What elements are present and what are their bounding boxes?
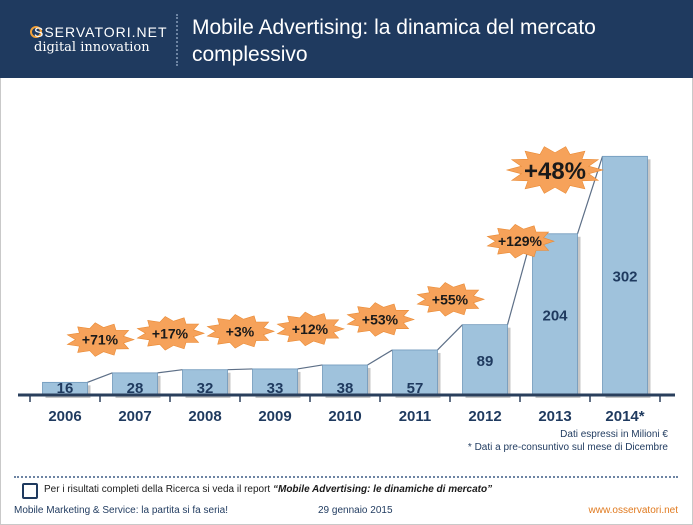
growth-label: +17% — [152, 325, 189, 341]
logo-top-text: SSERVATORI.NET — [34, 24, 168, 40]
growth-burst — [346, 302, 415, 337]
growth-burst — [206, 314, 275, 349]
header-divider — [176, 14, 178, 66]
growth-burst — [486, 224, 555, 259]
slide-title: Mobile Advertising: la dinamica del merc… — [192, 16, 596, 66]
connector-line — [157, 369, 183, 374]
unit-note: Dati espressi in Milioni € — [560, 429, 668, 440]
footer: Mobile Marketing & Service: la partita s… — [0, 502, 693, 522]
bar-value-label: 89 — [477, 353, 494, 370]
connector-line — [297, 364, 323, 370]
website-link[interactable]: www.osservatori.net — [588, 505, 678, 516]
bar-value-label: 33 — [267, 380, 284, 397]
x-tick-label: 2014* — [605, 408, 644, 425]
bar-value-label: 28 — [127, 380, 144, 397]
bar-2010 — [322, 364, 368, 396]
bar-value-label: 57 — [407, 380, 424, 397]
growth-label: +3% — [226, 323, 255, 339]
growth-label: +53% — [362, 311, 399, 327]
bar-2009 — [252, 368, 298, 396]
bar-2011 — [392, 349, 438, 396]
magnifier-icon — [22, 483, 38, 499]
connector-line — [437, 324, 463, 351]
x-tick-label: 2012 — [468, 408, 501, 425]
growth-burst — [66, 322, 135, 357]
footer-divider — [14, 476, 678, 478]
growth-label: +55% — [432, 291, 469, 307]
bar-2014* — [602, 155, 648, 396]
chart-notes: Dati espressi in Milioni € * Dati a pre-… — [400, 428, 668, 454]
bar-value-label: 38 — [337, 380, 354, 397]
report-link[interactable]: “Mobile Advertising: le dinamiche di mer… — [272, 484, 493, 495]
header-bar: SSERVATORI.NET digital innovation Mobile… — [0, 0, 693, 78]
event-date: 29 gennaio 2015 — [318, 505, 393, 516]
growth-label: +71% — [82, 332, 119, 348]
connector-line — [87, 372, 113, 383]
connector-line — [227, 368, 253, 371]
growth-burst — [276, 311, 345, 347]
logo-bottom-text: digital innovation — [34, 40, 150, 55]
bar-value-label: 32 — [197, 380, 214, 397]
bar-chart: 16 28 32 33 38 57 89 204 302 2006 2007 2008 2009 2010… — [18, 146, 675, 425]
event-title: Mobile Marketing & Service: la partita s… — [14, 505, 228, 516]
x-tick-label: 2008 — [188, 408, 221, 425]
bar-value-label: 302 — [612, 269, 637, 286]
x-tick-label: 2013 — [538, 408, 571, 425]
research-prefix: Per i risultati completi della Ricerca s… — [44, 484, 273, 495]
osservatori-logo[interactable]: SSERVATORI.NET digital innovation — [30, 24, 169, 64]
growth-burst — [136, 316, 205, 351]
bar-2012 — [462, 324, 508, 396]
growth-label: +48% — [524, 158, 586, 185]
x-tick-label: 2009 — [258, 408, 291, 425]
key-icon — [30, 26, 42, 38]
bar-2013 — [532, 233, 578, 396]
x-tick-label: 2010 — [328, 408, 361, 425]
growth-burst — [416, 282, 485, 317]
growth-burst — [505, 146, 605, 194]
growth-label: +12% — [292, 321, 329, 337]
research-note: Per i risultati completi della Ricerca s… — [14, 481, 678, 501]
x-tick-label: 2007 — [118, 408, 151, 425]
preliminary-note: * Dati a pre-consuntivo sul mese di Dice… — [467, 442, 668, 453]
x-tick-label: 2006 — [48, 408, 81, 425]
bar-value-label: 16 — [57, 380, 74, 397]
growth-label: +129% — [498, 233, 543, 249]
x-tick-label: 2011 — [399, 408, 432, 425]
connector-line — [367, 349, 393, 366]
bar-value-label: 204 — [542, 307, 568, 324]
